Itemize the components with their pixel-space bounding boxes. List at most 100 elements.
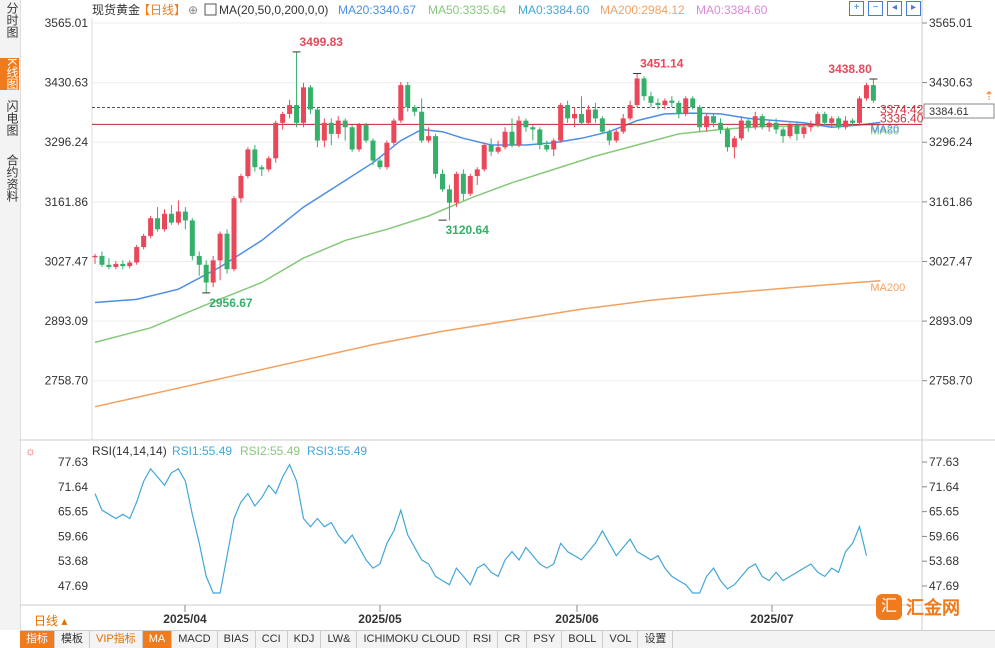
- indicator-tab-8[interactable]: LW&: [321, 631, 358, 648]
- candle[interactable]: [516, 116, 522, 148]
- candle[interactable]: [460, 169, 466, 201]
- candle[interactable]: [106, 258, 112, 270]
- indicator-tab-7[interactable]: KDJ: [288, 631, 322, 648]
- candle[interactable]: [641, 76, 647, 101]
- indicator-tab-2[interactable]: VIP指标: [90, 631, 143, 648]
- candle[interactable]: [683, 96, 689, 117]
- candle[interactable]: [822, 111, 828, 126]
- candle[interactable]: [787, 122, 793, 139]
- candle[interactable]: [537, 127, 543, 150]
- indicator-tab-3[interactable]: MA: [142, 631, 173, 648]
- candle[interactable]: [488, 138, 494, 157]
- candle[interactable]: [502, 127, 508, 150]
- candle[interactable]: [836, 116, 842, 130]
- candle[interactable]: [551, 138, 557, 157]
- candle[interactable]: [273, 120, 279, 163]
- indicator-tab-13[interactable]: BOLL: [562, 631, 604, 648]
- candle[interactable]: [231, 196, 237, 272]
- settings-icon[interactable]: ⊕: [188, 3, 198, 17]
- candle[interactable]: [655, 98, 661, 110]
- candle[interactable]: [99, 251, 105, 267]
- candle[interactable]: [189, 218, 195, 261]
- candle[interactable]: [780, 127, 786, 143]
- candle[interactable]: [127, 260, 133, 269]
- add-icon[interactable]: +: [849, 1, 864, 16]
- candle[interactable]: [613, 129, 619, 143]
- candle[interactable]: [676, 100, 682, 119]
- indicator-tab-14[interactable]: VOL: [603, 631, 639, 648]
- candle[interactable]: [829, 116, 835, 128]
- candle[interactable]: [808, 120, 814, 132]
- right-arrow-icon[interactable]: ▸: [906, 1, 921, 16]
- candle[interactable]: [509, 118, 515, 148]
- indicator-tab-9[interactable]: ICHIMOKU CLOUD: [357, 631, 468, 648]
- candle[interactable]: [481, 142, 487, 172]
- candle[interactable]: [620, 113, 626, 134]
- candle[interactable]: [850, 118, 856, 126]
- candle[interactable]: [669, 96, 675, 108]
- candle[interactable]: [453, 171, 459, 208]
- candle[interactable]: [391, 118, 397, 146]
- sidebar-tab-1[interactable]: K线图: [0, 58, 19, 91]
- candle[interactable]: [801, 125, 807, 139]
- candle[interactable]: [196, 251, 202, 276]
- candle[interactable]: [648, 91, 654, 108]
- candle[interactable]: [857, 96, 862, 126]
- period-label[interactable]: 【日线】: [138, 3, 186, 17]
- price-arrow-icon[interactable]: ⇡: [984, 89, 994, 103]
- candle[interactable]: [440, 169, 445, 192]
- candle[interactable]: [307, 85, 313, 114]
- candle[interactable]: [287, 99, 293, 119]
- candle[interactable]: [120, 260, 126, 270]
- candle[interactable]: [412, 105, 418, 117]
- indicator-tab-6[interactable]: CCI: [256, 631, 288, 648]
- candle[interactable]: [419, 98, 425, 143]
- candle[interactable]: [718, 118, 723, 134]
- candle[interactable]: [113, 261, 119, 270]
- candle[interactable]: [342, 118, 348, 141]
- candle[interactable]: [731, 136, 737, 159]
- sidebar-tab-3[interactable]: 合约资料: [5, 154, 19, 202]
- candle[interactable]: [863, 82, 869, 101]
- candle[interactable]: [377, 158, 383, 170]
- indicator-tab-4[interactable]: MACD: [172, 631, 218, 648]
- candle[interactable]: [870, 79, 876, 103]
- candle[interactable]: [752, 111, 758, 130]
- candle[interactable]: [697, 105, 703, 132]
- candle[interactable]: [627, 100, 633, 121]
- ma-toggle-icon[interactable]: [204, 3, 217, 16]
- candle[interactable]: [321, 118, 327, 148]
- candle[interactable]: [579, 96, 584, 126]
- rsi-sun-icon[interactable]: ☼: [25, 444, 36, 458]
- candle[interactable]: [141, 233, 147, 250]
- period-selector[interactable]: 日线 ▴: [34, 614, 68, 628]
- candle[interactable]: [356, 122, 362, 152]
- candle[interactable]: [384, 140, 390, 170]
- candle[interactable]: [843, 116, 849, 130]
- candle[interactable]: [252, 145, 258, 172]
- candle[interactable]: [662, 98, 668, 110]
- indicator-tab-0[interactable]: 指标: [20, 631, 55, 648]
- candle[interactable]: [224, 229, 230, 274]
- candle[interactable]: [738, 116, 744, 141]
- candle[interactable]: [446, 184, 452, 221]
- candle[interactable]: [294, 52, 300, 128]
- candle[interactable]: [773, 118, 779, 134]
- candle[interactable]: [474, 167, 480, 185]
- candle[interactable]: [134, 244, 140, 265]
- candle[interactable]: [349, 125, 355, 152]
- candle[interactable]: [370, 138, 376, 165]
- candle[interactable]: [182, 207, 188, 230]
- candle[interactable]: [766, 120, 772, 132]
- candle[interactable]: [328, 118, 334, 146]
- left-arrow-icon[interactable]: ◂: [887, 1, 902, 16]
- candle[interactable]: [523, 118, 529, 132]
- candle[interactable]: [745, 118, 751, 132]
- candle[interactable]: [759, 113, 765, 130]
- indicator-tab-1[interactable]: 模板: [55, 631, 90, 648]
- candle[interactable]: [592, 102, 598, 123]
- candle[interactable]: [363, 122, 369, 143]
- candle[interactable]: [558, 102, 564, 143]
- candle[interactable]: [467, 173, 473, 197]
- candle[interactable]: [259, 164, 265, 177]
